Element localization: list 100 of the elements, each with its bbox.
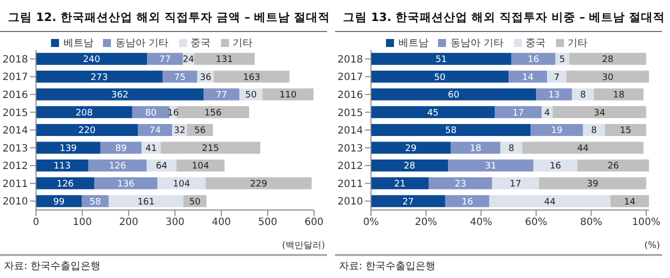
text: 자료: 한국수출입은행	[4, 260, 102, 273]
x-axis-title: (백만달러)	[280, 240, 326, 252]
x-tick-label: 0	[32, 217, 40, 228]
data-label: 163	[243, 72, 260, 83]
data-label: 14	[624, 197, 636, 208]
bar	[214, 70, 290, 83]
bar	[610, 195, 649, 208]
data-label: 50	[245, 90, 257, 101]
data-label: 16	[167, 108, 180, 118]
bar	[162, 70, 198, 83]
data-label: 21	[394, 179, 406, 190]
data-label: 77	[159, 55, 171, 66]
data-label: 113	[54, 162, 71, 172]
data-label: 44	[544, 197, 556, 208]
bar	[552, 106, 646, 118]
y-tick-label: 2010	[2, 196, 28, 208]
data-label: 32	[174, 126, 186, 136]
legend-label: 동남아 기타	[115, 38, 169, 49]
data-label: 273	[90, 72, 108, 83]
data-label: 58	[445, 126, 457, 136]
data-label: 8	[580, 90, 586, 101]
bar	[194, 52, 255, 65]
x-tick-label: 400	[212, 217, 231, 228]
data-label: 50	[434, 72, 446, 83]
bar	[160, 142, 260, 154]
data-label: 41	[145, 144, 157, 154]
y-tick-label: 2011	[2, 178, 28, 190]
x-tick-label: 0%	[363, 217, 379, 228]
x-tick-label: 200	[119, 217, 138, 228]
data-label: 26	[607, 162, 620, 172]
data-label: 51	[435, 55, 447, 66]
data-label: 77	[216, 90, 228, 101]
data-label: 126	[56, 179, 74, 190]
data-label: 229	[250, 179, 268, 190]
data-label: 18	[612, 90, 625, 101]
x-tick-label: 600	[304, 217, 324, 228]
y-tick-label: 2012	[2, 161, 28, 172]
data-label: 4	[544, 108, 550, 118]
bar	[489, 195, 610, 208]
bar	[36, 160, 88, 172]
legend-label: 기타	[232, 38, 253, 49]
y-tick-label: 2010	[338, 196, 363, 208]
bar	[371, 70, 509, 83]
chart-title: 그림 12. 한국패션산업 해외 직접투자 금액 – 베트남 절대적	[7, 9, 330, 26]
data-label: 14	[522, 72, 534, 83]
y-tick-label: 2013	[338, 143, 363, 154]
data-label: 7	[554, 72, 560, 83]
y-tick-label: 2015	[2, 108, 28, 119]
bar	[204, 88, 240, 100]
bar	[36, 142, 100, 154]
data-label: 126	[108, 162, 126, 172]
data-label: 131	[216, 55, 233, 66]
data-label: 99	[53, 197, 65, 208]
bar	[371, 195, 446, 208]
data-label: 13	[548, 90, 560, 101]
data-label: 29	[405, 144, 417, 154]
x-tick-label: 60%	[525, 217, 548, 228]
bar	[371, 52, 512, 65]
bar	[371, 106, 495, 118]
data-label: 58	[90, 197, 102, 208]
bar	[428, 177, 492, 190]
bar	[371, 88, 536, 100]
bar	[569, 52, 646, 65]
data-label: 17	[512, 108, 524, 118]
data-label: 220	[78, 126, 96, 136]
x-tick-label: 40%	[470, 217, 492, 228]
bar	[594, 88, 644, 100]
data-label: 24	[182, 55, 194, 66]
bar	[445, 195, 490, 208]
data-label: 16	[550, 162, 562, 172]
bar	[108, 195, 184, 208]
y-tick-label: 2018	[2, 54, 28, 66]
data-label: 139	[60, 144, 78, 154]
data-label: 16	[462, 197, 474, 208]
bar	[572, 88, 594, 100]
bar	[547, 70, 566, 83]
bar	[492, 177, 539, 190]
bar	[176, 160, 225, 172]
bar	[448, 160, 534, 172]
legend-label: 기타	[568, 38, 588, 49]
bar	[36, 88, 204, 100]
legend-label: 베트남	[63, 38, 94, 49]
bar	[147, 52, 183, 65]
data-label: 27	[402, 197, 414, 208]
y-tick-label: 2016	[338, 90, 363, 101]
bar	[371, 142, 451, 154]
x-tick-label: 100%	[632, 217, 661, 228]
bar	[176, 106, 250, 118]
bar	[533, 160, 578, 172]
y-tick-label: 2011	[338, 178, 363, 190]
data-label: 8	[508, 144, 515, 154]
data-label: 17	[510, 179, 522, 190]
y-tick-label: 2014	[2, 126, 28, 137]
data-label: 18	[470, 144, 482, 154]
data-label: 362	[111, 90, 128, 101]
legend-label: 동남아 기타	[450, 38, 504, 49]
data-label: 45	[427, 108, 439, 118]
bar	[36, 52, 148, 65]
bar	[500, 142, 522, 154]
bar	[138, 124, 172, 136]
